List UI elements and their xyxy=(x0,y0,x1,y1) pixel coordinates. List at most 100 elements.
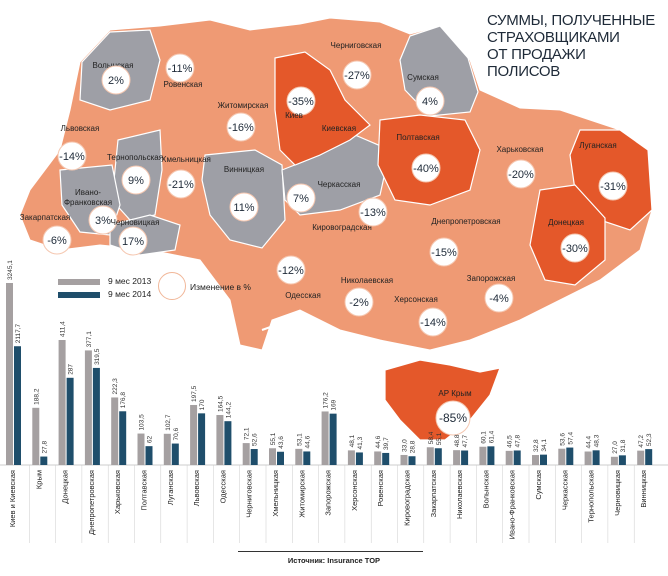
bar-0-9 xyxy=(242,443,250,465)
bar-label-0-10: 55,1 xyxy=(270,432,277,445)
category-label-4: Харьковская xyxy=(113,470,122,514)
category-label-1: Крым xyxy=(34,470,43,489)
bar-1-24 xyxy=(645,449,653,465)
change-value-20: -30% xyxy=(562,243,588,255)
bar-0-13 xyxy=(347,450,355,465)
change-value-4: 4% xyxy=(422,96,438,108)
bar-0-8 xyxy=(216,415,224,465)
region-label-18: Кировоградская xyxy=(312,223,372,232)
legend-label-2014: 9 мес 2014 xyxy=(108,289,152,299)
bar-0-4 xyxy=(111,397,119,465)
title-line-1: СУММЫ, ПОЛУЧЕННЫЕ xyxy=(487,12,655,29)
change-value-3: -27% xyxy=(344,70,370,82)
bar-label-1-6: 70,6 xyxy=(173,428,180,441)
category-label-22: Тернопольская xyxy=(587,470,596,523)
bar-0-6 xyxy=(163,433,171,465)
change-value-23: -14% xyxy=(420,317,446,329)
category-label-3: Днепропетровская xyxy=(87,470,96,535)
change-bubble-20 xyxy=(560,233,590,263)
bar-0-14 xyxy=(374,451,382,465)
region-label-9: Луганская xyxy=(579,141,616,150)
bar-label-0-13: 48,1 xyxy=(349,434,356,447)
region-label-17: Черновицкая xyxy=(111,218,160,227)
bar-1-23 xyxy=(618,455,626,465)
region-label-23: Херсонская xyxy=(394,295,438,304)
bar-0-7 xyxy=(190,404,198,465)
region-label-21: Одесская xyxy=(285,291,321,300)
bar-1-17 xyxy=(461,450,469,465)
region-label-2: Житомирская xyxy=(218,101,269,110)
change-value-8: -20% xyxy=(508,169,534,181)
bar-label-1-15: 28,8 xyxy=(410,440,417,453)
bar-label-1-4: 176,8 xyxy=(120,392,127,409)
bar-label-1-11: 44,6 xyxy=(304,435,311,448)
bar-1-22 xyxy=(592,450,600,465)
change-bubble-11 xyxy=(121,165,151,195)
category-label-18: Волынская xyxy=(481,470,490,508)
legend-swatch-navy xyxy=(58,291,100,298)
bar-1-8 xyxy=(224,421,232,465)
region-label-10: Львовская xyxy=(61,124,100,133)
bar-label-1-2: 287 xyxy=(68,364,75,375)
category-label-2: Донецкая xyxy=(61,470,70,504)
bar-1-15 xyxy=(408,456,416,465)
legend-swatch-gray xyxy=(58,278,100,285)
bar-label-1-20: 34,1 xyxy=(541,439,548,452)
bar-label-1-14: 39,7 xyxy=(383,437,390,450)
category-label-9: Черниговская xyxy=(245,470,254,518)
bar-label-0-6: 102,7 xyxy=(165,414,172,431)
change-bubble-14 xyxy=(286,183,316,213)
bar-0-21 xyxy=(558,448,566,465)
bar-label-0-4: 222,3 xyxy=(112,378,119,395)
bar-1-9 xyxy=(250,449,258,465)
bar-label-1-19: 47,8 xyxy=(515,434,522,447)
bar-0-17 xyxy=(453,450,461,465)
source-divider xyxy=(238,551,423,552)
region-label-12: Хмельницкая xyxy=(161,155,211,164)
region-donetskaya xyxy=(529,184,606,286)
change-value-17: 17% xyxy=(122,236,144,248)
change-bubble-13 xyxy=(229,192,259,222)
bar-label-0-21: 53,6 xyxy=(559,433,566,446)
bar-0-18 xyxy=(479,446,487,465)
region-label-8: Харьковская xyxy=(496,145,543,154)
bar-1-7 xyxy=(198,413,206,465)
change-bubble-15 xyxy=(88,205,118,235)
bar-label-0-16: 58,4 xyxy=(428,431,435,444)
change-value-1: -11% xyxy=(168,63,193,75)
change-value-16: -6% xyxy=(47,235,67,247)
bar-0-19 xyxy=(505,450,513,465)
bar-label-0-2: 411,4 xyxy=(60,321,67,337)
bar-label-0-20: 32,8 xyxy=(533,439,540,452)
bar-0-23 xyxy=(610,456,618,465)
bar-label-0-12: 176,2 xyxy=(323,392,330,409)
change-bubble-21 xyxy=(276,255,306,285)
bar-label-0-17: 48,8 xyxy=(454,434,461,447)
category-label-11: Житомирская xyxy=(297,470,306,518)
change-value-19: -15% xyxy=(431,247,457,259)
bar-1-21 xyxy=(566,447,574,465)
region-label-0: Волынская xyxy=(93,61,134,70)
change-value-12: -21% xyxy=(168,179,194,191)
category-label-7: Львовская xyxy=(192,470,201,506)
title-line-2: СТРАХОВЩИКАМИ xyxy=(487,29,620,46)
change-bubble-18 xyxy=(358,197,388,227)
bar-label-0-23: 27,0 xyxy=(612,441,619,454)
bar-label-1-17: 47,7 xyxy=(462,434,469,447)
region-label-13: Винницкая xyxy=(224,165,264,174)
bar-label-1-12: 169 xyxy=(331,399,338,410)
region-label-3: Черниговская xyxy=(331,41,382,50)
legend-change-label: Изменение в % xyxy=(190,282,251,292)
change-value-10: -14% xyxy=(59,151,85,163)
bar-0-24 xyxy=(637,450,645,465)
bar-label-0-11: 53,1 xyxy=(296,433,303,446)
bar-label-0-14: 44,6 xyxy=(375,435,382,448)
bar-label-1-1: 27,8 xyxy=(41,441,48,454)
legend-label-2013: 9 мес 2013 xyxy=(108,276,152,286)
bar-label-1-21: 57,4 xyxy=(567,432,574,445)
change-value-11: 9% xyxy=(128,175,144,187)
change-bubble-5 xyxy=(286,86,316,116)
bar-0-2 xyxy=(58,340,66,465)
